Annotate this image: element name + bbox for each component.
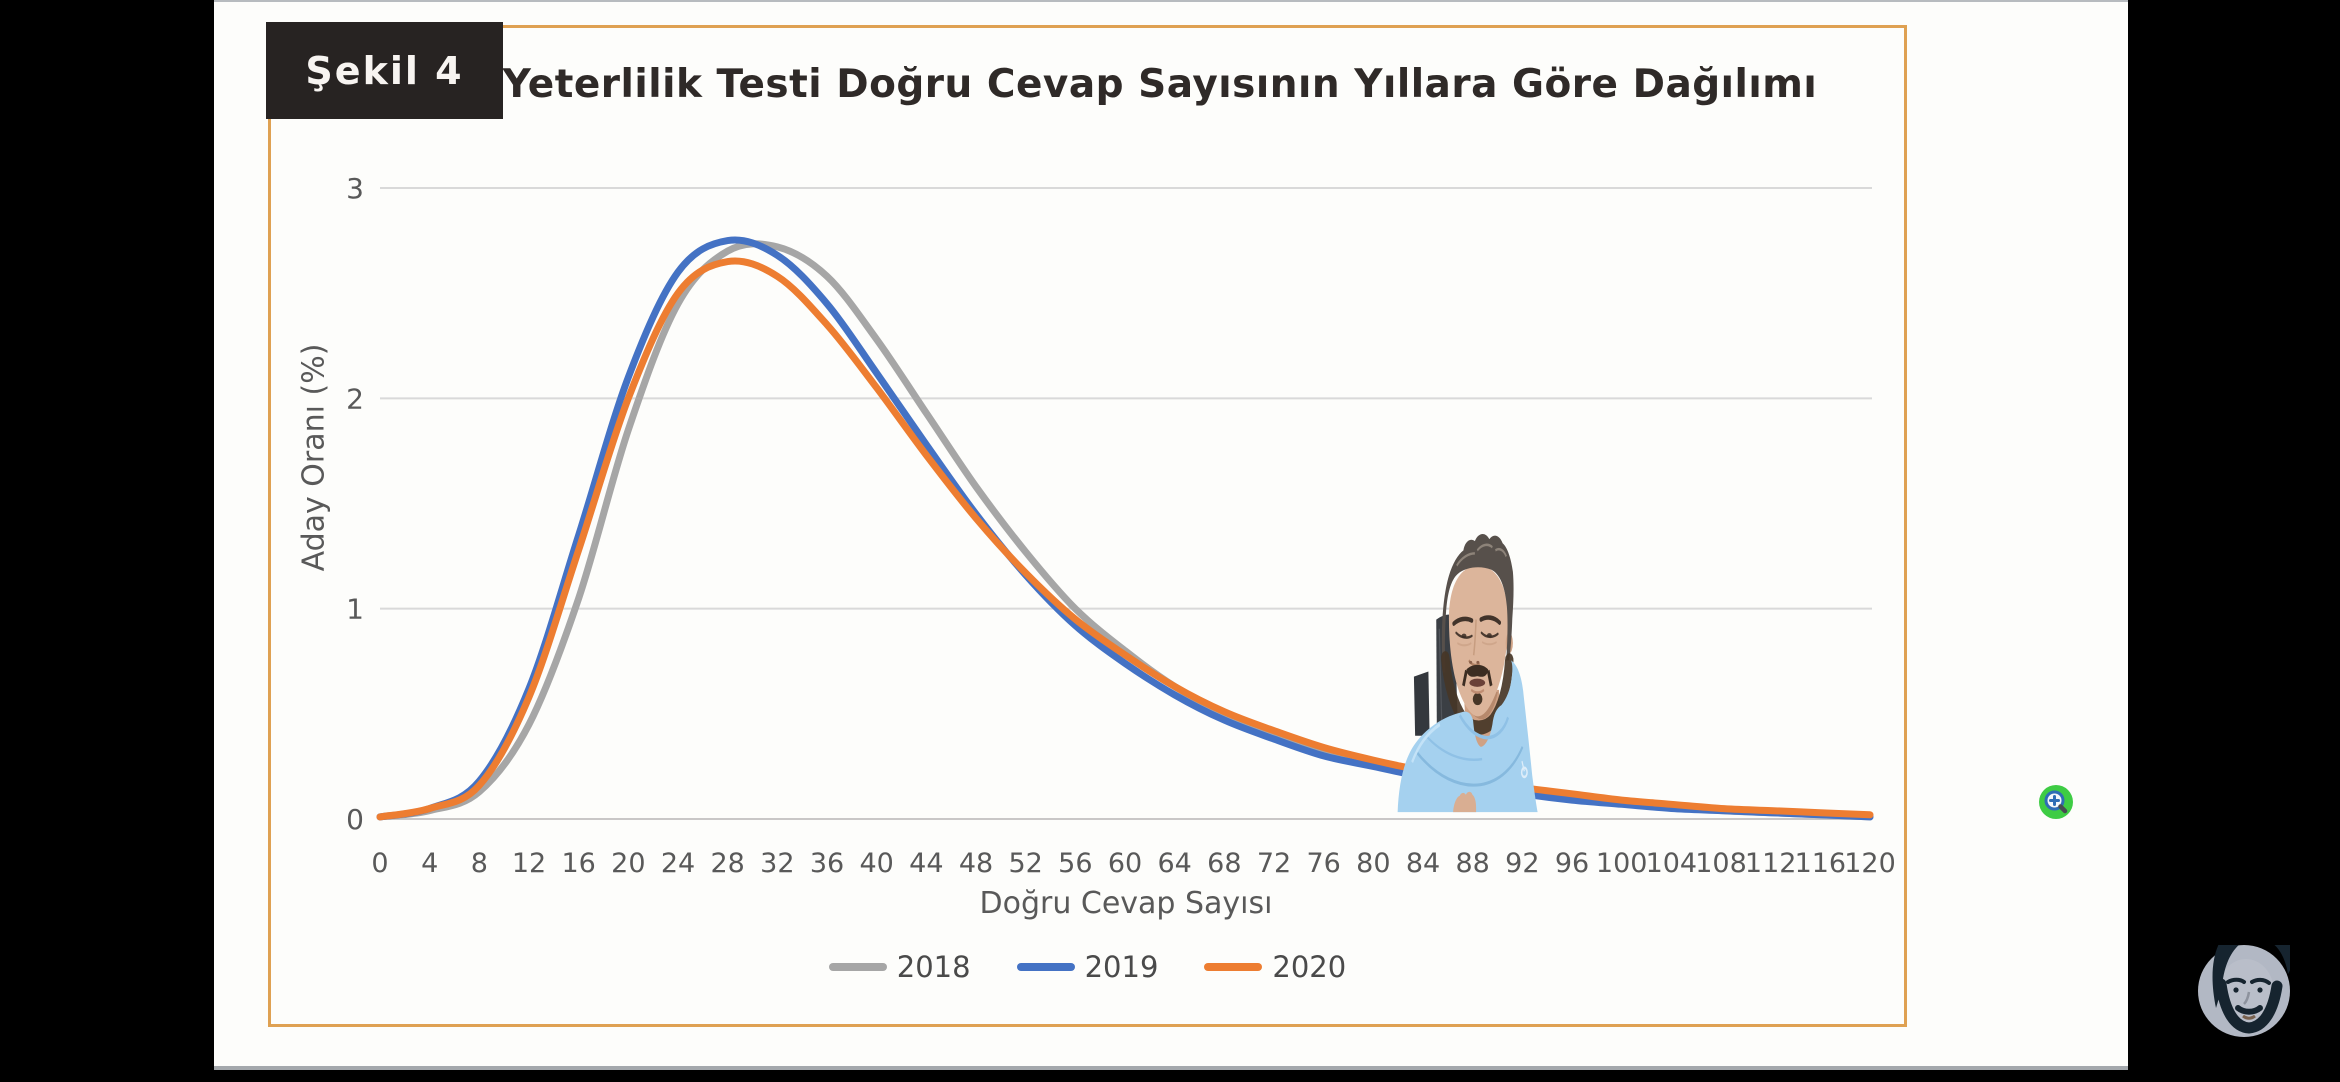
x-tick-label: 24 — [661, 848, 695, 879]
lower-lip — [1470, 688, 1485, 694]
x-tick-label: 20 — [611, 848, 645, 879]
drawstring-loop — [1520, 766, 1528, 779]
x-tick-label: 76 — [1306, 848, 1340, 879]
x-tick-label: 68 — [1207, 848, 1241, 879]
avatar-mouth — [2242, 1014, 2256, 1020]
x-tick-label: 52 — [1008, 848, 1042, 879]
x-tick-label: 32 — [760, 848, 794, 879]
x-tick-label: 120 — [1844, 848, 1896, 879]
left-eyebrow — [1452, 616, 1474, 626]
x-tick-label: 88 — [1455, 848, 1489, 879]
mustache-sides — [1462, 669, 1493, 687]
y-tick-label: 3 — [346, 172, 364, 205]
x-tick-label: 0 — [371, 848, 388, 879]
x-tick-label: 104 — [1646, 848, 1698, 879]
right-eyebrow — [1479, 615, 1501, 625]
series-line-2019 — [376, 236, 1874, 821]
x-tick-label: 4 — [421, 848, 438, 879]
y-axis-ticks: 0 1 2 3 — [346, 172, 364, 836]
x-axis-title: Doğru Cevap Sayısı — [979, 886, 1273, 921]
x-tick-label: 96 — [1555, 848, 1589, 879]
nostril-right — [1476, 660, 1480, 664]
beard — [1441, 651, 1514, 735]
magnifier-handle — [2058, 804, 2068, 814]
nose — [1472, 619, 1477, 656]
figure-label-badge: Şekil 4 — [266, 22, 503, 119]
x-tick-label: 8 — [471, 848, 488, 879]
hand — [1453, 791, 1477, 813]
chart-title: Temel Yeterlilik Testi Doğru Cevap Sayıs… — [357, 62, 1818, 107]
y-tick-label: 0 — [346, 803, 364, 836]
avatar-eye-left — [2233, 987, 2239, 993]
x-tick-label: 56 — [1058, 848, 1092, 879]
hood-rim — [1459, 714, 1510, 740]
x-tick-label: 108 — [1695, 848, 1747, 879]
series-line-2020 — [376, 257, 1874, 821]
slide-area: Şekil 4 Temel Yeterlilik Testi Doğru Cev… — [214, 0, 2128, 1070]
x-tick-label: 44 — [909, 848, 943, 879]
legend-label: 2019 — [1084, 950, 1159, 984]
x-tick-label: 16 — [561, 848, 595, 879]
x-tick-label: 64 — [1157, 848, 1191, 879]
x-tick-label: 36 — [810, 848, 844, 879]
chin-beard — [1472, 692, 1483, 706]
legend-label: 2020 — [1272, 950, 1347, 984]
nostril-left — [1469, 660, 1473, 664]
avatar-hair — [2212, 945, 2290, 1008]
avatar-mustache — [2235, 1005, 2263, 1015]
figure-border — [268, 25, 1907, 1027]
hair-highlights — [1456, 543, 1507, 567]
chart-legend: 2018 2019 2020 — [268, 950, 1907, 984]
drawstring — [1521, 760, 1525, 772]
hood-fold-1 — [1415, 746, 1524, 787]
y-tick-label: 2 — [346, 382, 364, 415]
person-hair — [1441, 533, 1514, 673]
x-tick-label: 116 — [1795, 848, 1847, 879]
mouth — [1469, 678, 1486, 687]
channel-avatar — [2198, 945, 2290, 1037]
legend-swatch — [828, 963, 887, 971]
legend-item-2019: 2019 — [1016, 950, 1159, 984]
x-axis-ticks: 0 4 8 12 16 20 24 28 32 36 40 44 48 52 56 60 64 68 72 76 80 8… — [371, 848, 1895, 879]
x-tick-label: 60 — [1108, 848, 1142, 879]
x-tick-label: 12 — [512, 848, 546, 879]
avatar-eye-right — [2257, 987, 2263, 993]
x-tick-label: 28 — [710, 848, 744, 879]
legend-swatch — [1204, 963, 1263, 971]
legend-label: 2018 — [896, 950, 971, 984]
legend-swatch — [1016, 963, 1075, 971]
avatar-nose — [2243, 991, 2251, 1005]
x-tick-label: 48 — [959, 848, 993, 879]
right-iris — [1486, 633, 1492, 638]
left-iris — [1461, 633, 1467, 639]
x-tick-label: 112 — [1745, 848, 1797, 879]
eye-shadows — [1457, 641, 1497, 647]
avatar-beard — [2215, 978, 2283, 1034]
x-tick-label: 72 — [1257, 848, 1291, 879]
zoom-in-icon[interactable] — [2038, 784, 2074, 820]
hood-highlight — [1411, 722, 1441, 764]
legend-item-2018: 2018 — [828, 950, 971, 984]
x-tick-label: 84 — [1406, 848, 1440, 879]
mustache — [1466, 664, 1489, 677]
x-tick-label: 40 — [859, 848, 893, 879]
y-tick-label: 1 — [346, 593, 364, 626]
y-axis-title: Aday Oranı (%) — [296, 343, 332, 572]
x-tick-label: 92 — [1505, 848, 1539, 879]
plus-glyph — [2049, 795, 2060, 806]
x-tick-label: 80 — [1356, 848, 1390, 879]
webcam-person — [1397, 533, 1538, 813]
avatar-brows — [2226, 977, 2271, 985]
legend-item-2020: 2020 — [1204, 950, 1346, 984]
chair-back — [1413, 671, 1430, 736]
chair-stitch — [1438, 628, 1443, 721]
hood-fold-2 — [1425, 734, 1483, 762]
figure-label-text: Şekil 4 — [305, 48, 464, 93]
x-tick-label: 100 — [1596, 848, 1648, 879]
